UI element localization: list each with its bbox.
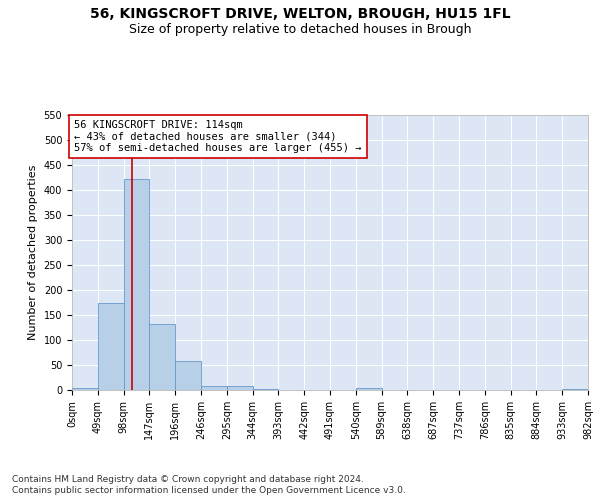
- Bar: [562, 388, 588, 390]
- Bar: [253, 388, 278, 390]
- Text: Size of property relative to detached houses in Brough: Size of property relative to detached ho…: [129, 22, 471, 36]
- Bar: [72, 388, 98, 390]
- Bar: [201, 386, 227, 390]
- Bar: [175, 361, 201, 390]
- Bar: [356, 388, 382, 390]
- Bar: [124, 179, 149, 390]
- Text: Contains HM Land Registry data © Crown copyright and database right 2024.: Contains HM Land Registry data © Crown c…: [12, 475, 364, 484]
- Y-axis label: Number of detached properties: Number of detached properties: [28, 165, 38, 340]
- Bar: [227, 386, 253, 390]
- Text: Contains public sector information licensed under the Open Government Licence v3: Contains public sector information licen…: [12, 486, 406, 495]
- Text: 56 KINGSCROFT DRIVE: 114sqm
← 43% of detached houses are smaller (344)
57% of se: 56 KINGSCROFT DRIVE: 114sqm ← 43% of det…: [74, 120, 362, 153]
- Bar: [149, 324, 175, 390]
- Text: 56, KINGSCROFT DRIVE, WELTON, BROUGH, HU15 1FL: 56, KINGSCROFT DRIVE, WELTON, BROUGH, HU…: [89, 8, 511, 22]
- Bar: [98, 302, 124, 390]
